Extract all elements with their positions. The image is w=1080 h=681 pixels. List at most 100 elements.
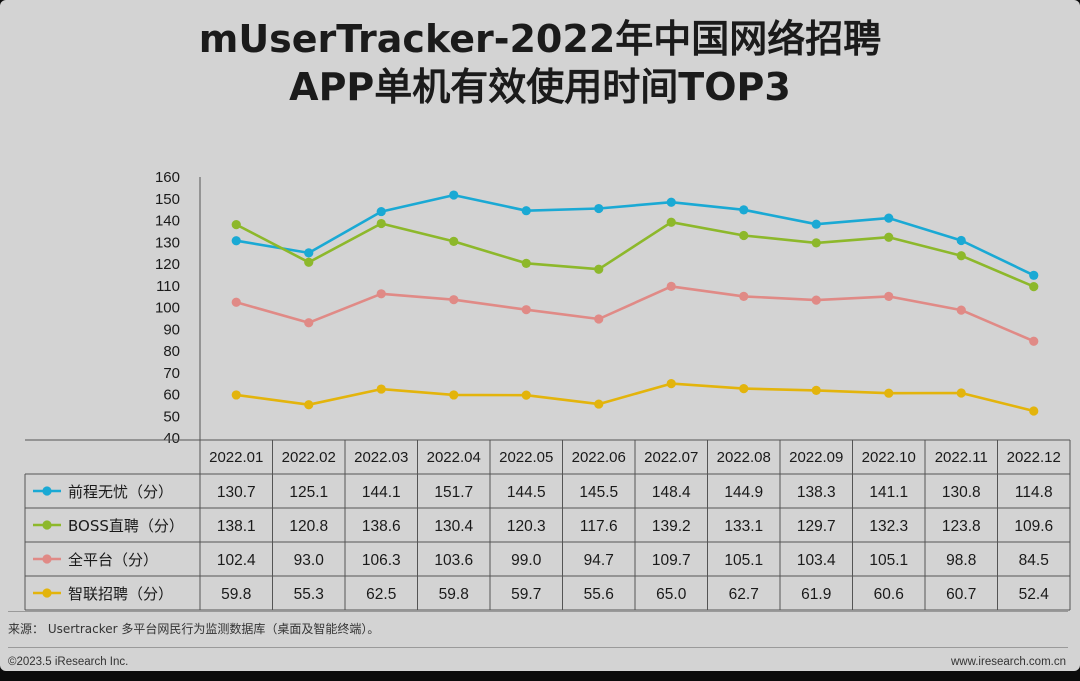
series-line bbox=[235, 285, 1035, 343]
data-point bbox=[594, 264, 604, 274]
data-value-label: 138.1 bbox=[217, 518, 256, 535]
data-point bbox=[231, 390, 241, 400]
data-point bbox=[376, 206, 386, 217]
data-value-label: 60.6 bbox=[874, 586, 904, 603]
data-value-label: 98.8 bbox=[946, 552, 976, 569]
data-value-label: 62.7 bbox=[729, 586, 759, 603]
x-tick-label: 2022.05 bbox=[499, 449, 553, 466]
data-point bbox=[739, 384, 749, 394]
data-value-label: 144.1 bbox=[362, 484, 401, 501]
legend-label: BOSS直聘（分） bbox=[68, 517, 184, 535]
data-value-label: 106.3 bbox=[362, 552, 401, 569]
data-value-label: 129.7 bbox=[797, 518, 836, 535]
y-tick-label: 40 bbox=[163, 430, 180, 447]
x-tick-label: 2022.01 bbox=[209, 449, 263, 466]
x-tick-label: 2022.10 bbox=[862, 449, 916, 466]
data-value-label: 141.1 bbox=[869, 484, 908, 501]
legend-label: 智联招聘（分） bbox=[68, 585, 173, 603]
y-tick-label: 120 bbox=[155, 256, 180, 273]
data-point bbox=[594, 203, 604, 214]
data-point bbox=[521, 390, 531, 400]
chart-title-line2: APP单机有效使用时间TOP3 bbox=[289, 65, 791, 109]
y-tick-label: 60 bbox=[163, 387, 180, 404]
data-value-label: 55.6 bbox=[584, 586, 614, 603]
data-point bbox=[449, 190, 459, 200]
data-point bbox=[449, 295, 459, 305]
legend-swatch-marker bbox=[42, 588, 52, 598]
y-tick-label: 110 bbox=[156, 278, 180, 295]
data-value-label: 148.4 bbox=[652, 484, 691, 501]
data-value-label: 52.4 bbox=[1019, 586, 1050, 603]
data-value-label: 109.7 bbox=[652, 552, 691, 569]
data-value-label: 105.1 bbox=[724, 552, 763, 569]
data-point bbox=[666, 217, 676, 227]
x-tick-label: 2022.06 bbox=[572, 449, 626, 466]
data-point bbox=[304, 400, 314, 410]
x-tick-label: 2022.12 bbox=[1007, 449, 1061, 466]
data-value-label: 144.9 bbox=[724, 484, 763, 501]
y-tick-label: 100 bbox=[155, 300, 180, 317]
data-value-label: 84.5 bbox=[1019, 552, 1049, 569]
data-point bbox=[376, 218, 386, 229]
x-tick-label: 2022.02 bbox=[282, 449, 336, 466]
legend-swatch-marker bbox=[42, 520, 52, 530]
data-value-label: 120.3 bbox=[507, 518, 546, 535]
data-value-label: 114.8 bbox=[1015, 484, 1053, 501]
data-point bbox=[956, 305, 966, 315]
data-value-label: 123.8 bbox=[942, 518, 981, 535]
data-value-label: 109.6 bbox=[1014, 518, 1053, 535]
data-point bbox=[666, 281, 676, 292]
data-value-label: 59.8 bbox=[439, 586, 469, 603]
series-line bbox=[235, 220, 1035, 288]
data-value-label: 117.6 bbox=[580, 518, 618, 535]
data-point bbox=[666, 197, 676, 207]
data-value-label: 55.3 bbox=[294, 586, 324, 603]
data-value-label: 130.4 bbox=[434, 518, 473, 535]
series-line bbox=[236, 382, 1035, 413]
data-value-label: 105.1 bbox=[869, 552, 908, 569]
x-tick-label: 2022.04 bbox=[427, 449, 481, 466]
chart-title-line1: mUserTracker-2022年中国网络招聘 bbox=[198, 17, 882, 61]
source-divider bbox=[8, 611, 1068, 612]
data-point bbox=[884, 388, 894, 398]
legend-label: 前程无忧（分） bbox=[68, 483, 173, 501]
data-point bbox=[231, 220, 241, 230]
data-value-label: 59.8 bbox=[221, 586, 251, 603]
data-point bbox=[811, 385, 821, 395]
data-point bbox=[739, 230, 749, 241]
y-tick-label: 160 bbox=[155, 169, 180, 186]
x-tick-label: 2022.03 bbox=[354, 449, 408, 466]
y-tick-label: 80 bbox=[163, 343, 180, 360]
data-point bbox=[594, 399, 604, 409]
data-point bbox=[521, 305, 531, 315]
data-point bbox=[956, 235, 966, 246]
data-point bbox=[304, 318, 314, 328]
y-tick-label: 140 bbox=[155, 213, 180, 230]
data-value-label: 102.4 bbox=[217, 552, 256, 569]
legend-swatch-marker bbox=[42, 554, 52, 564]
y-tick-label: 150 bbox=[155, 191, 180, 208]
data-point bbox=[811, 295, 821, 305]
data-value-label: 59.7 bbox=[511, 586, 541, 603]
data-value-label: 130.7 bbox=[217, 484, 256, 501]
series-line bbox=[236, 193, 1035, 277]
data-value-label: 103.4 bbox=[797, 552, 836, 569]
data-value-label: 133.1 bbox=[724, 518, 763, 535]
data-value-label: 138.6 bbox=[362, 518, 401, 535]
data-point bbox=[594, 314, 604, 324]
data-point bbox=[376, 289, 386, 299]
data-point bbox=[521, 206, 531, 216]
data-value-label: 93.0 bbox=[294, 552, 325, 569]
data-point bbox=[811, 238, 821, 248]
data-value-label: 60.7 bbox=[946, 586, 976, 603]
y-tick-label: 90 bbox=[163, 321, 180, 338]
data-value-label: 103.6 bbox=[434, 552, 473, 569]
data-value-label: 138.3 bbox=[797, 484, 836, 501]
data-point bbox=[231, 297, 241, 307]
data-point bbox=[666, 379, 676, 389]
data-value-label: 94.7 bbox=[584, 552, 614, 569]
data-point bbox=[449, 390, 459, 400]
data-value-label: 120.8 bbox=[289, 518, 328, 535]
